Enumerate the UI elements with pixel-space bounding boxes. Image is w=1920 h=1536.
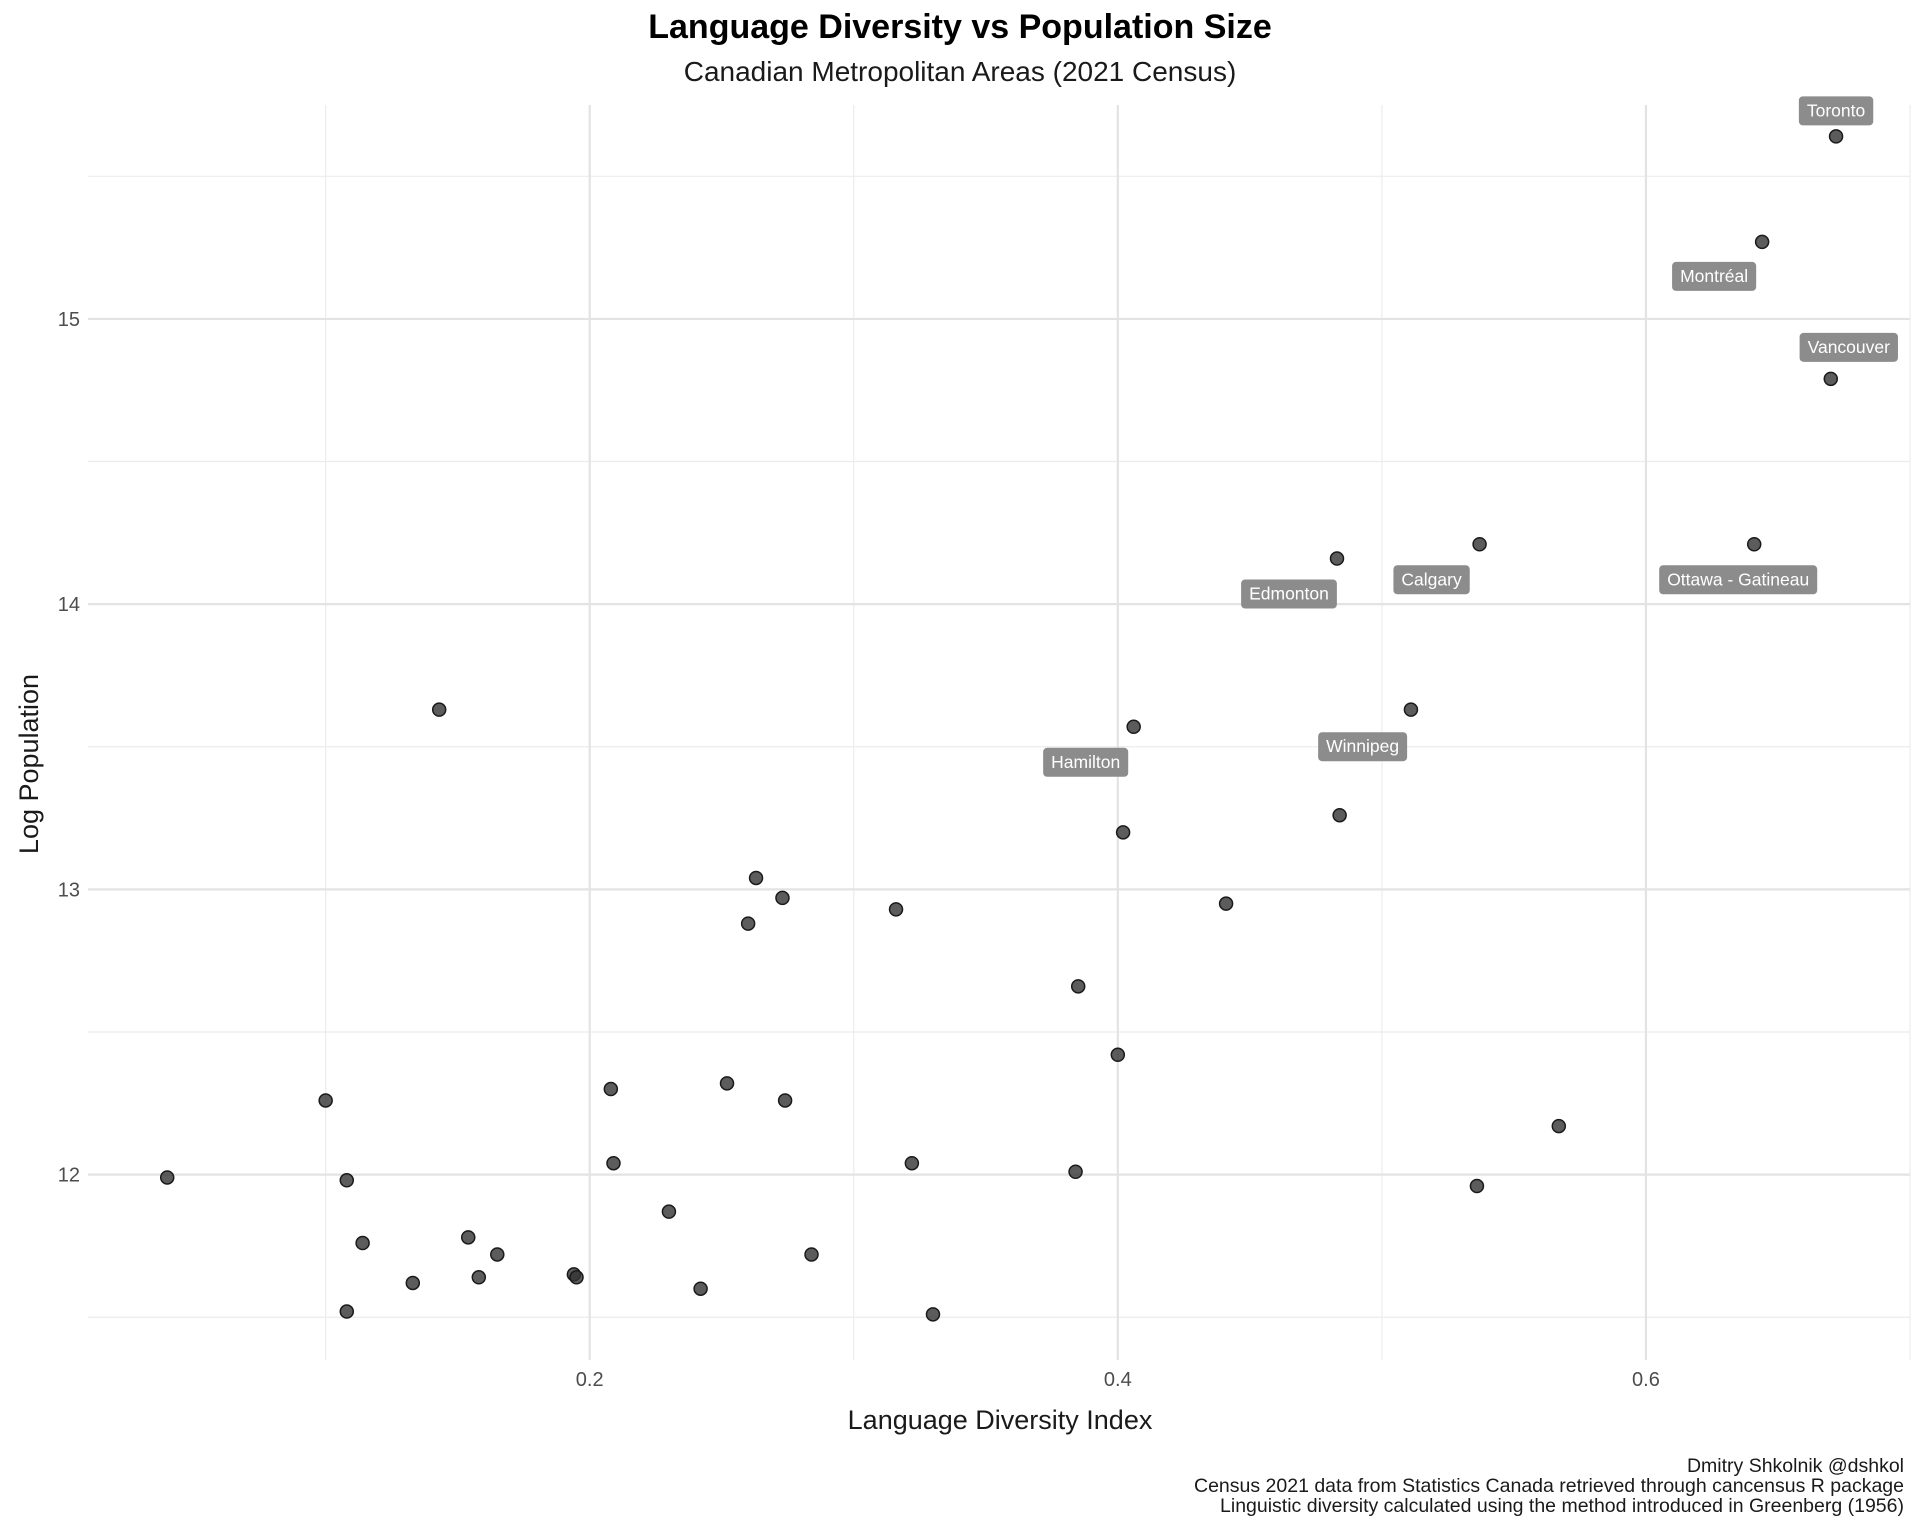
city-labels: Toronto Montréal Vancouver Ottawa - Gatinea…	[1043, 96, 1898, 777]
data-point	[693, 1281, 708, 1296]
data-point	[606, 1155, 621, 1171]
city-label: Toronto	[1798, 96, 1874, 126]
data-point	[804, 1247, 819, 1262]
data-point	[1068, 1164, 1083, 1179]
y-tick-label: 15	[58, 309, 80, 331]
data-point	[339, 1304, 355, 1319]
city-label: Calgary	[1393, 565, 1470, 595]
city-label: Montréal	[1672, 261, 1757, 291]
data-point	[355, 1235, 370, 1251]
city-label-text: Vancouver	[1808, 337, 1891, 357]
data-point	[1469, 1178, 1485, 1194]
city-label-text: Winnipeg	[1326, 736, 1399, 756]
city-label: Edmonton	[1241, 579, 1337, 609]
data-point	[925, 1307, 941, 1322]
city-label: Ottawa - Gatineau	[1659, 565, 1818, 595]
label-box	[1798, 96, 1874, 126]
label-box	[1318, 732, 1408, 762]
x-tick-label: 0.6	[1632, 1369, 1660, 1391]
data-point	[460, 1230, 476, 1245]
data-point	[775, 890, 790, 906]
data-point	[1746, 537, 1762, 552]
chart-caption: Dmitry Shkolnik @dshkol Census 2021 data…	[1194, 1456, 1904, 1516]
data-points	[159, 129, 1844, 1322]
data-point	[777, 1093, 793, 1108]
data-point	[1472, 537, 1487, 552]
caption-author: Dmitry Shkolnik @dshkol	[1686, 1455, 1904, 1477]
city-label-text: Edmonton	[1249, 584, 1329, 604]
data-point	[603, 1081, 619, 1097]
label-box	[1672, 261, 1757, 291]
city-label-text: Montréal	[1680, 266, 1748, 286]
data-point	[1110, 1047, 1126, 1063]
data-point	[1823, 371, 1839, 387]
data-point	[904, 1155, 920, 1171]
y-tick-label: 13	[58, 879, 80, 901]
city-label: Hamilton	[1043, 747, 1129, 777]
caption-source: Census 2021 data from Statistics Canada …	[1194, 1475, 1904, 1497]
data-point	[159, 1170, 175, 1185]
data-point	[1828, 129, 1844, 144]
data-point	[748, 870, 764, 886]
data-point	[740, 916, 756, 931]
caption-method: Linguistic diversity calculated using th…	[1220, 1495, 1904, 1517]
x-tick-label: 0.4	[1104, 1369, 1132, 1391]
city-label-text: Toronto	[1807, 100, 1865, 120]
gridlines	[88, 105, 1911, 1360]
label-box	[1659, 565, 1818, 595]
chart-title: Language Diversity vs Population Size	[648, 8, 1272, 46]
city-label: Winnipeg	[1318, 732, 1408, 762]
data-point	[569, 1270, 584, 1285]
data-point	[719, 1076, 735, 1091]
data-point	[1332, 807, 1347, 823]
data-point	[318, 1093, 333, 1108]
data-point	[1754, 234, 1770, 250]
x-axis-title: Language Diversity Index	[848, 1405, 1153, 1435]
data-point	[471, 1270, 487, 1285]
data-point	[490, 1247, 505, 1262]
label-box	[1043, 747, 1129, 777]
data-point	[661, 1204, 677, 1219]
data-point	[1218, 896, 1234, 911]
label-box	[1799, 332, 1898, 362]
label-box	[1241, 579, 1337, 609]
city-label-text: Ottawa - Gatineau	[1667, 569, 1809, 589]
city-label-text: Calgary	[1401, 569, 1462, 589]
data-point	[1403, 702, 1419, 717]
city-label-text: Hamilton	[1051, 752, 1120, 772]
data-point	[405, 1275, 421, 1291]
y-tick-label: 14	[58, 594, 80, 616]
tick-labels: 0.2 0.4 0.6 12 13 14 15	[58, 309, 1660, 1391]
data-point	[431, 702, 447, 717]
data-point	[1070, 979, 1086, 994]
data-point	[1115, 825, 1131, 840]
label-box	[1393, 565, 1470, 595]
y-axis-title: Log Population	[14, 674, 44, 854]
city-label: Vancouver	[1799, 332, 1898, 362]
x-tick-label: 0.2	[576, 1369, 604, 1391]
chart-subtitle: Canadian Metropolitan Areas (2021 Census…	[683, 56, 1237, 87]
data-point	[1126, 719, 1141, 735]
data-point	[1551, 1118, 1567, 1134]
y-tick-label: 12	[58, 1165, 80, 1187]
data-point	[888, 902, 904, 917]
data-point	[339, 1173, 355, 1188]
data-point	[1329, 551, 1345, 566]
